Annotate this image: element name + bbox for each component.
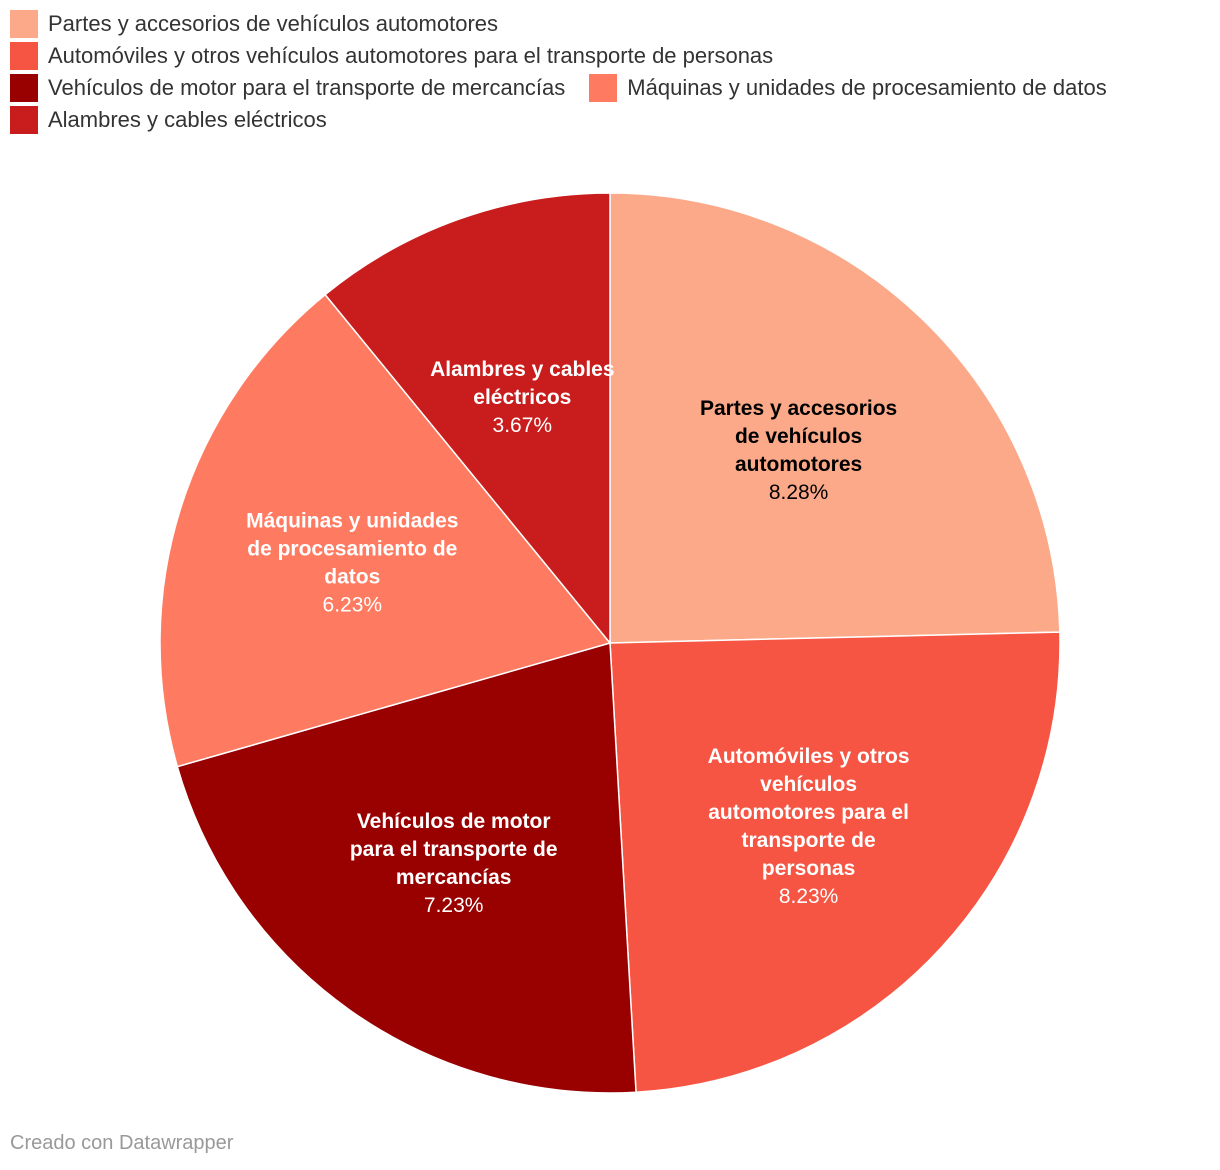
- legend-label: Alambres y cables eléctricos: [48, 107, 327, 132]
- legend-label: Máquinas y unidades de procesamiento de …: [627, 75, 1107, 100]
- slice-label: Vehículos de motor para el transporte de m…: [350, 810, 558, 889]
- pie-slice: [176, 642, 637, 1094]
- slice-value-label: 8.28%: [769, 481, 829, 504]
- slice-value-label: 3.67%: [493, 414, 553, 437]
- pie-chart: Partes y accesorios de vehículos automotor…: [159, 192, 1061, 1094]
- legend-swatch: [10, 42, 38, 70]
- legend-label: Partes y accesorios de vehículos automot…: [48, 11, 499, 36]
- slice-label: Máquinas y unidades de procesamiento de da…: [246, 509, 458, 588]
- legend-swatch: [10, 74, 38, 102]
- slice-value-label: 6.23%: [323, 593, 383, 616]
- legend-swatch: [10, 10, 38, 38]
- footer-credit: Creado con Datawrapper: [10, 1132, 234, 1154]
- legend-swatch: [10, 106, 38, 134]
- legend-swatch: [589, 74, 618, 102]
- slice-label: Alambres y cables eléctricos: [430, 358, 614, 409]
- legend-item: Máquinas y unidades de procesamiento de …: [589, 72, 1107, 104]
- slice-label: Partes y accesorios de vehículos automotor…: [700, 397, 897, 476]
- legend-label: Automóviles y otros vehículos automotore…: [48, 43, 774, 68]
- pie-slice: [609, 192, 1061, 644]
- pie-slice: [609, 631, 1061, 1094]
- pie-slice: [324, 192, 611, 646]
- legend: Partes y accesorios de vehículos automot…: [10, 8, 1215, 136]
- legend-item: Partes y accesorios de vehículos automot…: [10, 8, 1215, 40]
- slice-value-label: 7.23%: [424, 894, 484, 917]
- legend-item: Vehículos de motor para el transporte de…: [10, 72, 565, 104]
- legend-label: Vehículos de motor para el transporte de…: [48, 75, 566, 100]
- pie-slice: [159, 293, 612, 768]
- legend-item: Alambres y cables eléctricos: [10, 104, 1215, 136]
- legend-item: Automóviles y otros vehículos automotore…: [10, 40, 1215, 72]
- slice-value-label: 8.23%: [779, 885, 839, 908]
- slice-label: Automóviles y otros vehículos automotores …: [708, 745, 910, 880]
